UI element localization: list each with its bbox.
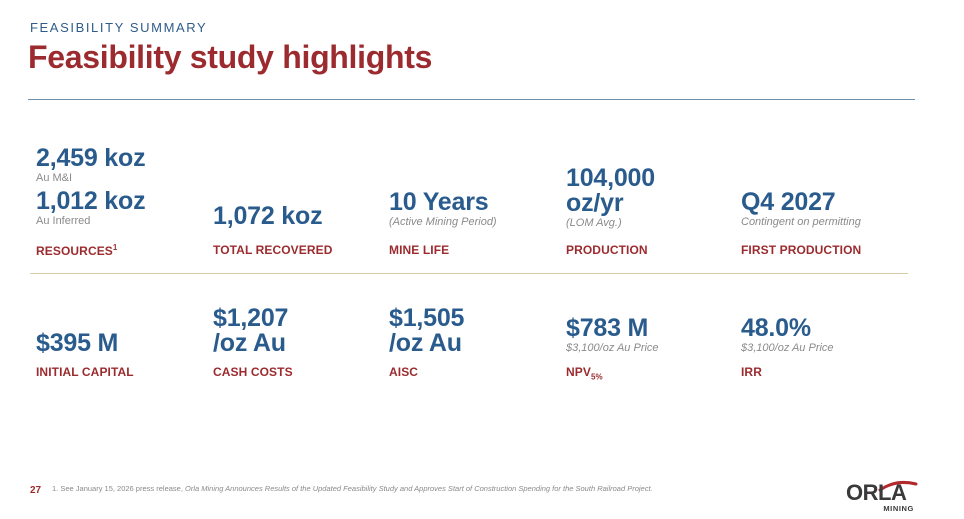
- production-sub: (LOM Avg.): [566, 217, 622, 229]
- cash-costs-value-line2: /oz Au: [213, 329, 286, 357]
- resources-label: RESOURCES1: [36, 243, 118, 258]
- resources-inferred-sub: Au Inferred: [36, 215, 91, 228]
- cash-costs-label: CASH COSTS: [213, 365, 293, 379]
- npv-values: $783 M $3,100/oz Au Price: [566, 316, 736, 355]
- logo-swoosh-icon: [878, 481, 918, 492]
- resources-mi-sub: Au M&I: [36, 172, 73, 184]
- row-divider: [30, 273, 908, 274]
- logo-wordmark: ORLA: [846, 480, 907, 505]
- orla-mining-logo: ORLA MINING: [846, 478, 918, 514]
- npv-label: NPV5%: [566, 365, 603, 382]
- total-recovered-label: TOTAL RECOVERED: [213, 243, 333, 257]
- page-number: 27: [30, 485, 42, 496]
- header-divider: [28, 99, 915, 100]
- first-production-values: Q4 2027 Contingent on permitting: [741, 190, 911, 229]
- section-eyebrow: FEASIBILITY SUMMARY: [30, 20, 208, 35]
- total-recovered-values: 1,072 koz: [213, 204, 383, 229]
- mine-life-label: MINE LIFE: [389, 243, 450, 257]
- irr-value: 48.0%: [741, 314, 811, 342]
- mine-life-sub: (Active Mining Period): [389, 216, 497, 228]
- irr-values: 48.0% $3,100/oz Au Price: [741, 316, 911, 355]
- cash-costs-value-line1: $1,207: [213, 304, 289, 332]
- page-title: Feasibility study highlights: [28, 39, 433, 75]
- aisc-values: $1,505 /oz Au: [389, 306, 559, 356]
- npv-value: $783 M: [566, 314, 649, 342]
- npv-discount-rate: 5%: [590, 372, 603, 382]
- total-recovered-value: 1,072 koz: [213, 202, 323, 230]
- mine-life-value: 10 Years: [389, 188, 489, 216]
- irr-sub: $3,100/oz Au Price: [741, 342, 834, 354]
- aisc-value-line1: $1,505: [389, 304, 465, 332]
- initial-capital-label: INITIAL CAPITAL: [36, 365, 134, 379]
- initial-capital-value: $395 M: [36, 329, 119, 357]
- production-label: PRODUCTION: [566, 243, 648, 257]
- aisc-label: AISC: [389, 365, 419, 379]
- mine-life-values: 10 Years (Active Mining Period): [389, 190, 559, 229]
- npv-sub: $3,100/oz Au Price: [566, 342, 659, 354]
- footnote: 1. See January 15, 2026 press release, O…: [52, 484, 653, 493]
- resources-values: 2,459 koz Au M&I 1,012 koz Au Inferred: [36, 146, 206, 228]
- resources-mi-value: 2,459 koz: [36, 144, 146, 172]
- first-production-sub: Contingent on permitting: [741, 216, 861, 228]
- logo-subtext: MINING: [883, 504, 914, 513]
- production-value-line1: 104,000: [566, 164, 655, 192]
- resources-inferred-value: 1,012 koz: [36, 187, 146, 216]
- irr-label: IRR: [741, 365, 762, 379]
- first-production-value: Q4 2027: [741, 188, 836, 216]
- production-value-line2: oz/yr: [566, 189, 624, 217]
- production-values: 104,000 oz/yr (LOM Avg.): [566, 166, 736, 230]
- cash-costs-values: $1,207 /oz Au: [213, 306, 383, 356]
- resources-footnote-marker: 1: [112, 243, 118, 252]
- footnote-press-release-title: Orla Mining Announces Results of the Upd…: [185, 484, 653, 493]
- initial-capital-values: $395 M: [36, 331, 206, 356]
- first-production-label: FIRST PRODUCTION: [741, 243, 862, 257]
- aisc-value-line2: /oz Au: [389, 329, 462, 357]
